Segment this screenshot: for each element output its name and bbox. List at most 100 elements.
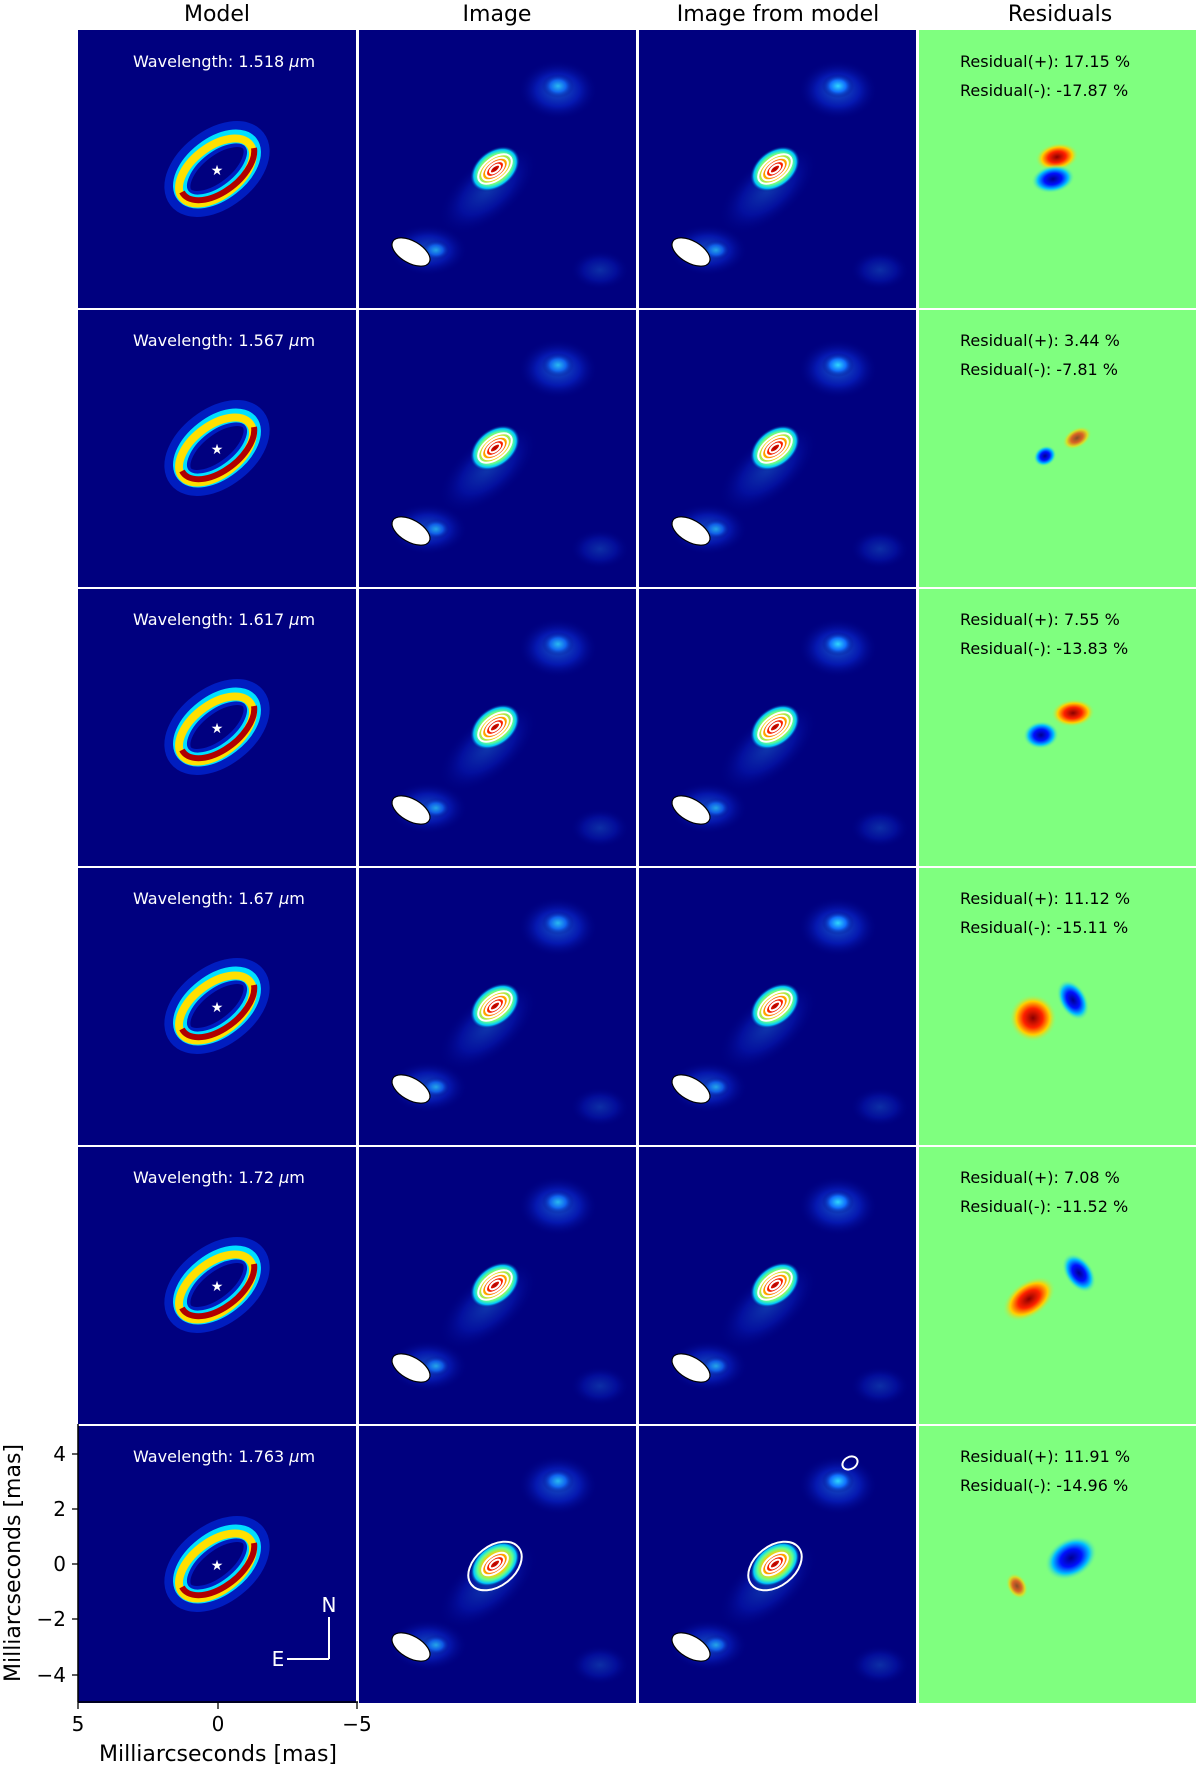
- column-title-model: Model: [184, 2, 250, 27]
- residuals-panel: Residual(+): 7.55 % Residual(-): -13.83 %: [918, 588, 1196, 866]
- ring-bright-arc: [179, 1263, 258, 1320]
- central-blob: [750, 983, 800, 1029]
- y-tick-label: −4: [37, 1663, 66, 1687]
- residual-minus-label: Residual(-): -13.83 %: [960, 639, 1128, 658]
- image-from-model-panel: [638, 1146, 916, 1424]
- residual-plus-label: Residual(+): 11.91 %: [960, 1447, 1130, 1466]
- panel-row: ★ Wavelength: 1.67 μm Residual(+): 11.12 %…: [78, 867, 1196, 1145]
- central-blob: [750, 146, 800, 192]
- diffuse-emission: [570, 1645, 630, 1685]
- contour-line: [485, 1276, 505, 1294]
- y-tick-label: 4: [53, 1442, 66, 1466]
- contour-line: [761, 1551, 789, 1577]
- panel-background: [78, 30, 356, 308]
- central-blob: [470, 704, 520, 750]
- central-blob: [470, 146, 520, 192]
- unit-mu: μ: [278, 889, 289, 908]
- panel-row: ★ Wavelength: 1.567 μm Residual(+): 3.44 %…: [78, 309, 1196, 587]
- wavelength-value: Wavelength: 1.518: [133, 52, 289, 71]
- beam-ellipse: [391, 237, 431, 267]
- compass-east-label: E: [272, 1647, 285, 1671]
- diffuse-emission: [850, 808, 910, 848]
- star-icon: ★: [211, 442, 224, 458]
- panel-background: [78, 867, 356, 1145]
- image-from-model-panel: [638, 309, 916, 587]
- positive-residual: [1009, 994, 1057, 1042]
- contour-line: [477, 153, 513, 185]
- contour-line: [481, 156, 509, 182]
- beam-ellipse: [671, 1632, 711, 1662]
- x-tick-label: −5: [342, 1712, 371, 1736]
- central-blob: [470, 1541, 520, 1587]
- diffuse-emission: [570, 1087, 630, 1127]
- star-icon: ★: [211, 1558, 224, 1574]
- panel-separators: [78, 30, 1196, 1703]
- panel-background: [78, 1425, 356, 1703]
- panel-grid: ★Wavelength: 1.518 μm Residual(+): 17.15 …: [78, 30, 1196, 1703]
- residual-minus-label: Residual(-): -7.81 %: [960, 360, 1118, 379]
- negative-residual: [1044, 1535, 1098, 1581]
- contour-line: [761, 435, 789, 461]
- secondary-blob: [542, 1190, 574, 1214]
- unit-mu: μ: [288, 52, 299, 71]
- contour-line: [757, 432, 793, 464]
- column-title-image: Image: [463, 2, 532, 27]
- residuals-panel: Residual(+): 7.08 % Residual(-): -11.52 %: [918, 1146, 1196, 1424]
- wavelength-value: Wavelength: 1.67: [133, 889, 279, 908]
- contour-line: [761, 156, 789, 182]
- unit-m: m: [299, 610, 315, 629]
- wavelength-value: Wavelength: 1.72: [133, 1168, 279, 1187]
- contour-line: [765, 1276, 785, 1294]
- diffuse-emission: [570, 250, 630, 290]
- model-panel: ★ Wavelength: 1.518 μm: [78, 30, 356, 308]
- x-tick-label: 0: [212, 1712, 225, 1736]
- diffuse-emission: [570, 1366, 630, 1406]
- image-from-model-panel: [638, 30, 916, 308]
- unit-mu: μ: [278, 1168, 289, 1187]
- secondary-blob: [822, 74, 854, 98]
- diffuse-emission: [570, 808, 630, 848]
- diffuse-emission: [850, 1645, 910, 1685]
- unit-mu: μ: [288, 331, 299, 350]
- ring-bright-arc: [179, 426, 258, 483]
- contour-line: [485, 439, 505, 457]
- wavelength-label: Wavelength: 1.763 μm: [133, 1447, 315, 1466]
- secondary-blob: [822, 1469, 854, 1493]
- unit-m: m: [299, 1447, 315, 1466]
- wavelength-value: Wavelength: 1.763: [133, 1447, 289, 1466]
- axes: 4 2 0 −2 −4 5 0 −5 Milliarcseconds [mas]…: [1, 1424, 372, 1767]
- panel-background: [78, 1146, 356, 1424]
- contour-line: [761, 714, 789, 740]
- image-from-model-panel: [638, 588, 916, 866]
- x-ticks: 5 0 −5: [72, 1702, 372, 1736]
- contour-line: [485, 160, 505, 178]
- image-from-model-panel: [638, 1425, 916, 1703]
- secondary-blob: [542, 632, 574, 656]
- wavelength-label: Wavelength: 1.518 μm: [133, 52, 315, 71]
- contour-line: [757, 711, 793, 743]
- unit-mu: μ: [288, 610, 299, 629]
- contour-line: [768, 442, 782, 454]
- contour-line: [765, 160, 785, 178]
- ring-bright-arc: [179, 984, 258, 1041]
- ring-bright-arc: [179, 1542, 258, 1599]
- compass-north-label: N: [322, 1593, 337, 1617]
- wavelength-label: Wavelength: 1.72 μm: [133, 1168, 305, 1187]
- contour-line: [485, 997, 505, 1015]
- contour-line: [768, 1000, 782, 1012]
- contour-line: [488, 1279, 502, 1291]
- residual-plus-label: Residual(+): 3.44 %: [960, 331, 1120, 350]
- beam-ellipse: [391, 516, 431, 546]
- beam-ellipse: [391, 795, 431, 825]
- contour-line: [488, 442, 502, 454]
- contour-line: [477, 711, 513, 743]
- panel-background: [918, 588, 1196, 866]
- secondary-blob: [542, 911, 574, 935]
- contour-line: [761, 1272, 789, 1298]
- residual-minus-label: Residual(-): -11.52 %: [960, 1197, 1128, 1216]
- diffuse-emission: [850, 250, 910, 290]
- beam-ellipse: [391, 1074, 431, 1104]
- contour-line: [477, 990, 513, 1022]
- negative-residual: [1033, 445, 1057, 467]
